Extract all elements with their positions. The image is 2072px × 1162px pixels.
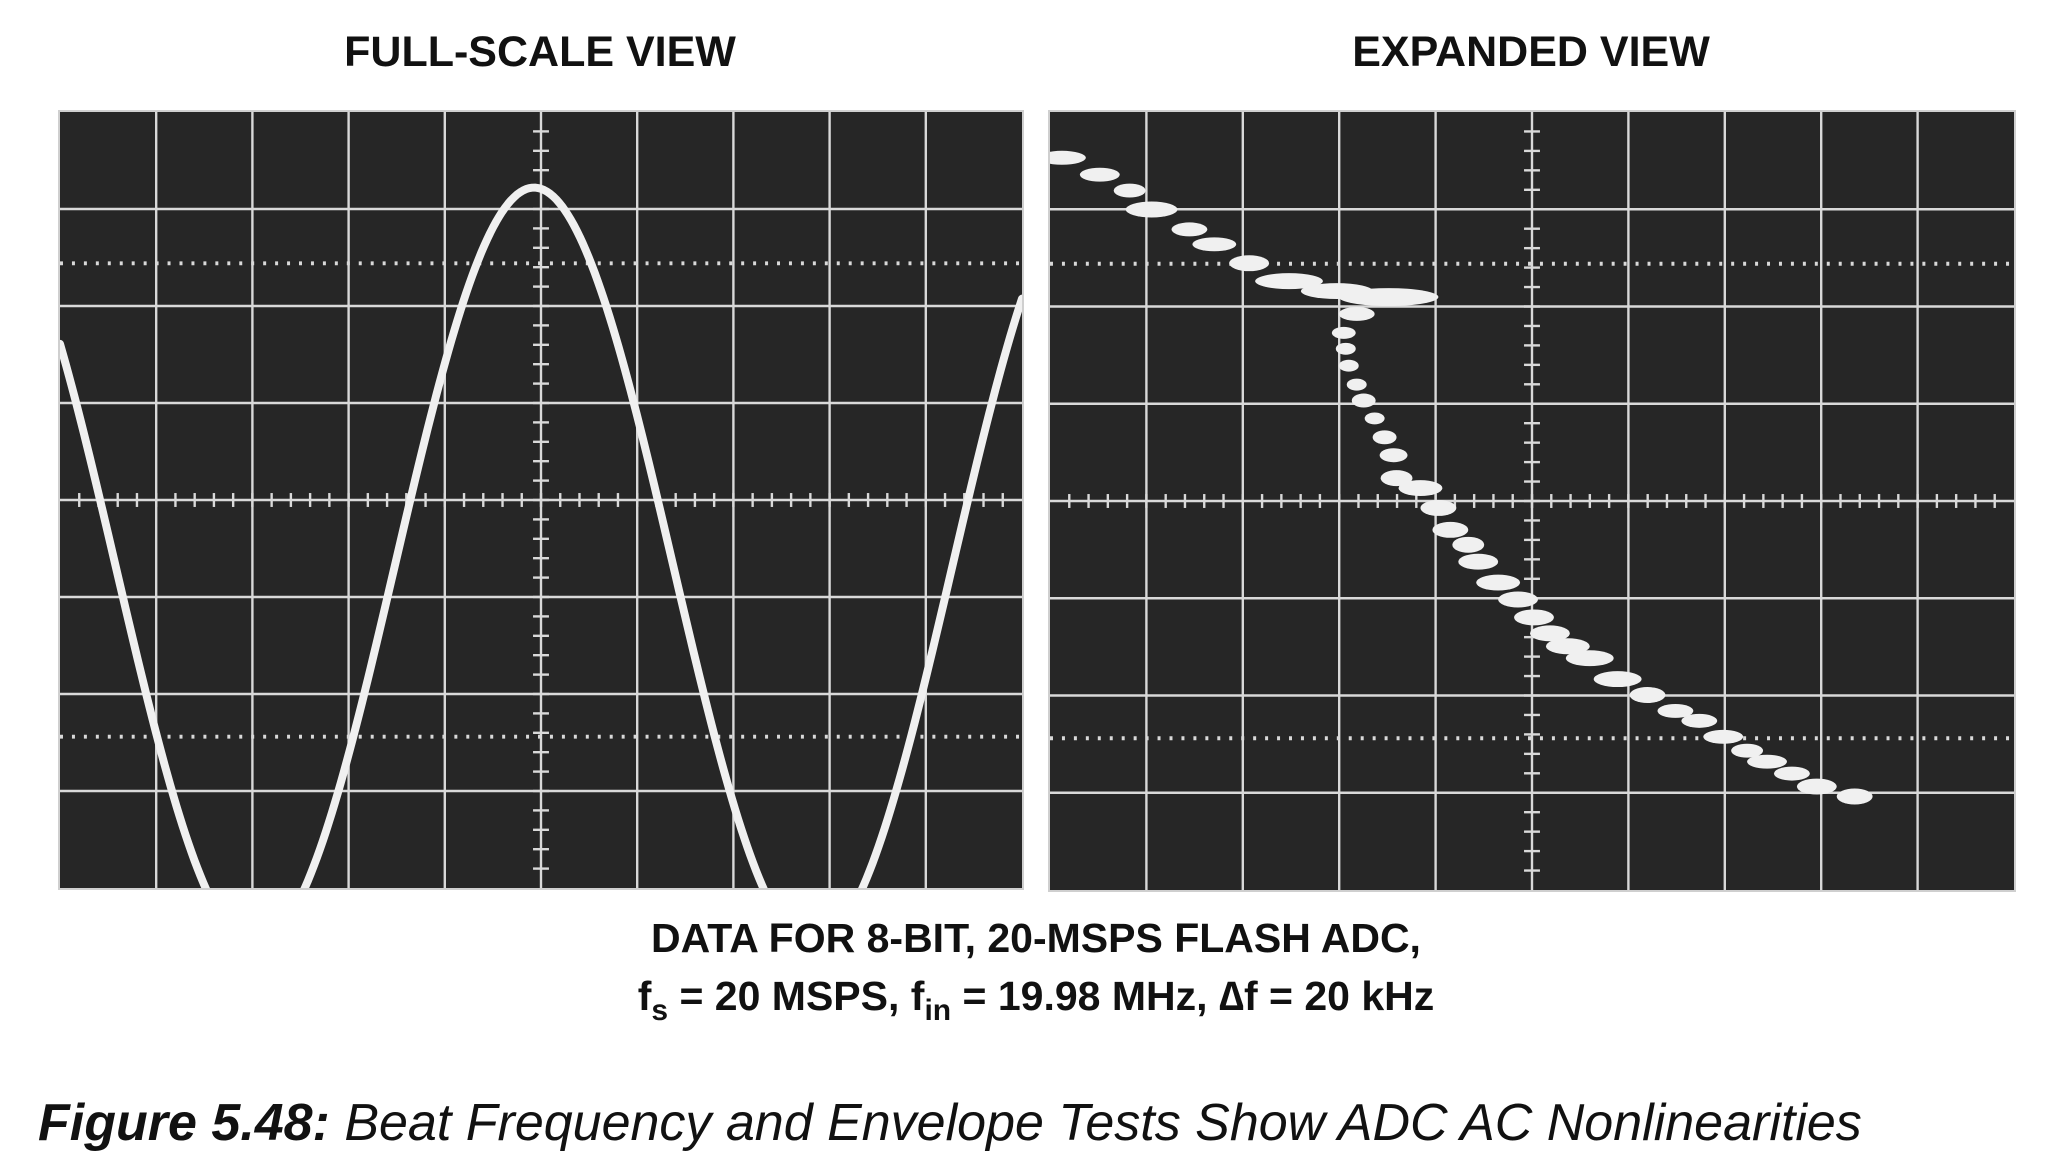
full-scale-oscilloscope-screen — [58, 110, 1024, 890]
digitized-trace — [1050, 150, 1873, 805]
expanded-trace-plot — [1050, 112, 2014, 890]
code-segment — [1050, 150, 1086, 165]
code-segment — [1192, 237, 1237, 252]
code-segment — [1703, 729, 1744, 744]
code-segment — [1113, 183, 1146, 198]
code-segment — [1657, 703, 1694, 718]
full-scale-trace-plot — [60, 112, 1022, 888]
code-segment — [1773, 766, 1810, 781]
fin-subscript: in — [924, 994, 952, 1027]
code-segment — [1364, 412, 1385, 425]
expanded-oscilloscope-screen — [1048, 110, 2016, 892]
code-segment — [1255, 273, 1323, 290]
code-segment — [1338, 306, 1375, 321]
code-segment — [1796, 778, 1837, 795]
fin-value: = 19.98 MHz, — [951, 973, 1219, 1019]
code-segment — [1498, 591, 1538, 608]
figure-caption: Figure 5.48: Beat Frequency and Envelope… — [38, 1092, 1862, 1154]
fs-value: = 20 MSPS, — [668, 973, 911, 1019]
code-segment — [1125, 201, 1178, 218]
code-segment — [1731, 743, 1764, 758]
code-segment — [1593, 671, 1642, 688]
data-caption-line-2: fs = 20 MSPS, fin = 19.98 MHz, ∆f = 20 k… — [0, 968, 2072, 1028]
code-segment — [1432, 521, 1469, 538]
delta-f-value: ∆f = 20 kHz — [1218, 973, 1435, 1019]
fs-symbol: f — [637, 973, 652, 1019]
code-segment — [1351, 393, 1376, 408]
expanded-view-title: EXPANDED VIEW — [1352, 28, 1710, 76]
code-segment — [1565, 650, 1614, 667]
code-segment — [1514, 609, 1554, 626]
code-segment — [1338, 288, 1439, 307]
code-segment — [1681, 713, 1718, 728]
graticule — [60, 112, 1022, 888]
figure-label: Figure 5.48: — [38, 1094, 330, 1152]
code-segment — [1458, 553, 1499, 570]
code-segment — [1379, 448, 1408, 463]
code-segment — [1545, 638, 1590, 655]
code-segment — [1346, 378, 1367, 391]
code-segment — [1420, 500, 1457, 516]
code-segment — [1836, 788, 1873, 805]
code-segment — [1747, 754, 1787, 769]
code-segment — [1338, 359, 1359, 372]
code-segment — [1476, 574, 1521, 591]
full-scale-view-title: FULL-SCALE VIEW — [344, 28, 736, 76]
code-segment — [1335, 342, 1356, 355]
code-segment — [1372, 430, 1397, 445]
code-segment — [1079, 167, 1120, 182]
code-segment — [1229, 255, 1270, 272]
code-segment — [1452, 536, 1485, 553]
sine-trace — [60, 183, 1022, 888]
fs-subscript: s — [651, 994, 669, 1027]
data-caption-line-1: DATA FOR 8-BIT, 20-MSPS FLASH ADC, — [651, 915, 1421, 961]
code-segment — [1398, 480, 1443, 497]
code-segment — [1380, 470, 1413, 487]
code-segment — [1530, 625, 1570, 642]
code-segment — [1171, 222, 1208, 237]
figure-title: Beat Frequency and Envelope Tests Show A… — [329, 1094, 1862, 1152]
code-segment — [1331, 326, 1356, 339]
fin-symbol: f — [910, 973, 925, 1019]
code-segment — [1629, 687, 1666, 703]
